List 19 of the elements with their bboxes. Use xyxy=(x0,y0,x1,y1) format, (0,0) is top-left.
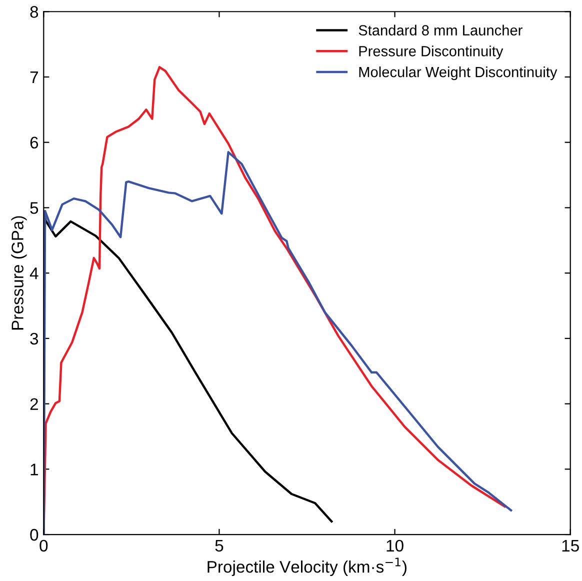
x-tick-label: 5 xyxy=(215,540,224,552)
x-axis-title: Projectile Velocity (km·s$^{−1}$) xyxy=(208,558,406,576)
x-tick-label: 10 xyxy=(386,540,404,552)
legend-label: Molecular Weight Discontinuity xyxy=(359,66,558,80)
y-tick-label: 4 xyxy=(30,268,38,280)
x-tick-label: 0 xyxy=(40,540,48,552)
legend-label: Pressure Discontinuity xyxy=(359,46,504,60)
y-axis-title: Pressure (GPa) xyxy=(11,216,27,330)
y-tick-label: 6 xyxy=(30,136,38,149)
y-tick-label: 2 xyxy=(30,398,38,410)
x-tick-label: 15 xyxy=(562,540,579,552)
legend-label: Standard 8 mm Launcher xyxy=(358,24,522,36)
y-tick-label: 3 xyxy=(30,332,38,345)
y-tick-label: 7 xyxy=(30,72,38,84)
y-tick-label: 1 xyxy=(30,464,38,476)
y-tick-label: 8 xyxy=(30,6,38,18)
y-tick-label: 5 xyxy=(30,202,38,214)
line-series xyxy=(44,151,512,535)
y-tick-label: 0 xyxy=(30,528,38,541)
